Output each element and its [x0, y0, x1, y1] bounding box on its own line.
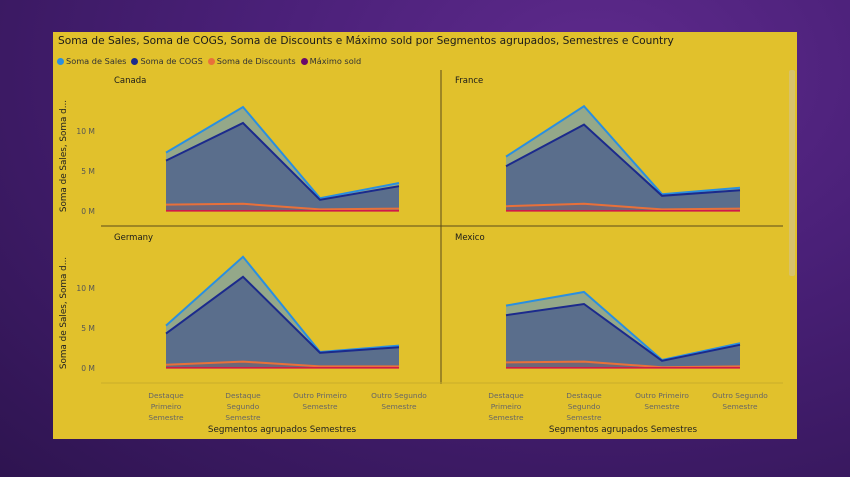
legend-label-sold: Máximo sold: [309, 56, 362, 66]
x-tick-label: Destaque: [488, 391, 524, 400]
legend-label-sales: Soma de Sales: [66, 56, 127, 66]
x-tick-label: Outro Primeiro: [635, 391, 689, 400]
cogs-area: [506, 124, 740, 211]
x-tick-label: Semestre: [722, 402, 758, 411]
sales-line: [505, 104, 741, 196]
chart-svg: Canada 0 M 5 M 10 M Soma de Sales, Soma d...…: [59, 70, 783, 435]
legend-item-cogs[interactable]: Soma de COGS: [131, 56, 203, 66]
legend-item-discounts[interactable]: Soma de Discounts: [207, 56, 296, 66]
x-tick-label: Destaque: [148, 391, 184, 400]
chart-title: Soma de Sales, Soma de COGS, Soma de Dis…: [58, 35, 674, 47]
sales-line: [505, 290, 741, 362]
x-tick-label: Semestre: [566, 413, 602, 422]
x-tick-label: Semestre: [302, 402, 338, 411]
legend-dot-icon: [57, 57, 64, 65]
legend-dot-icon: [131, 57, 139, 65]
x-tick-label: Destaque: [566, 391, 602, 400]
discounts-line: [165, 202, 400, 211]
vertical-scrollbar[interactable]: [789, 70, 795, 276]
x-tick-label: Semestre: [225, 413, 261, 422]
sales-line: [165, 105, 400, 200]
discounts-line: [505, 360, 741, 369]
legend-label-cogs: Soma de COGS: [140, 56, 203, 66]
x-tick-label: Primeiro: [151, 402, 182, 411]
cogs-line: [505, 123, 741, 197]
x-tick-label: Outro Segundo: [712, 391, 768, 400]
y-tick-label: 0 M: [81, 207, 95, 216]
sales-line: [165, 255, 400, 354]
legend-dot-icon: [207, 57, 215, 65]
x-tick-label: Semestre: [381, 402, 417, 411]
legend-item-sold[interactable]: Máximo sold: [300, 56, 362, 66]
chart-panel: Soma de Sales, Soma de COGS, Soma de Dis…: [53, 32, 797, 439]
discounts-line: [165, 360, 399, 368]
y-tick-label: 10 M: [76, 127, 95, 136]
x-tick-label: Destaque: [225, 391, 261, 400]
y-tick-label: 5 M: [81, 167, 95, 176]
x-tick-label: Outro Segundo: [371, 391, 427, 400]
cogs-area: [166, 123, 399, 211]
x-tick-label: Segundo: [568, 402, 601, 411]
y-tick-label: 10 M: [76, 284, 95, 293]
facet-title: France: [455, 76, 483, 86]
x-tick-label: Primeiro: [491, 402, 522, 411]
legend-dot-icon: [300, 57, 308, 65]
legend-item-sales[interactable]: Soma de Sales: [57, 56, 126, 66]
x-axis-label: Segmentos agrupados Semestres: [549, 425, 698, 435]
y-axis-label: Soma de Sales, Soma d...: [59, 257, 69, 369]
y-tick-label: 5 M: [81, 324, 95, 333]
x-tick-label: Semestre: [644, 402, 680, 411]
x-tick-label: Outro Primeiro: [293, 391, 347, 400]
facet-title: Germany: [114, 233, 153, 243]
x-tick-label: Semestre: [488, 413, 524, 422]
cogs-line: [505, 302, 741, 362]
facet-title: Canada: [114, 76, 146, 86]
facet-title: Mexico: [455, 233, 485, 243]
discounts-line: [505, 202, 741, 211]
chart-legend: Soma de Sales Soma de COGS Soma de Disco…: [57, 55, 366, 67]
x-tick-label: Segundo: [227, 402, 260, 411]
y-axis-label: Soma de Sales, Soma d...: [59, 100, 69, 212]
cogs-area: [506, 304, 740, 368]
x-tick-label: Semestre: [148, 413, 184, 422]
x-axis-label: Segmentos agrupados Semestres: [208, 425, 357, 435]
cogs-area: [166, 276, 399, 368]
legend-label-discounts: Soma de Discounts: [216, 56, 296, 66]
cogs-line: [165, 121, 400, 201]
cogs-line: [165, 275, 400, 354]
y-tick-label: 0 M: [81, 364, 95, 373]
